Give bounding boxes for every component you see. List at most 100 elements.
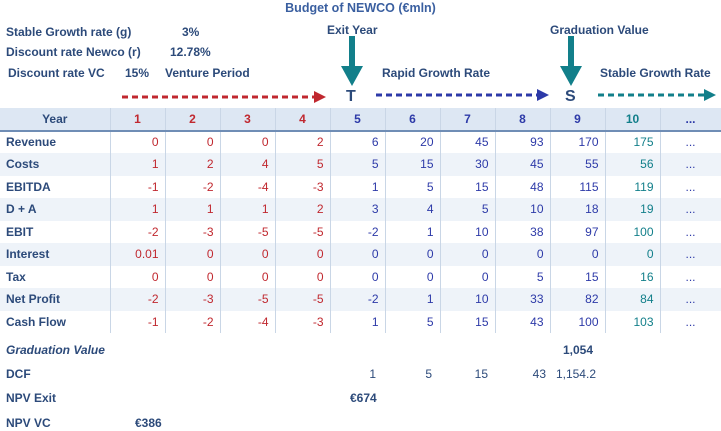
row-label: Tax xyxy=(0,265,111,288)
table-cell: 15 xyxy=(550,265,606,288)
exit-year-label: Exit Year xyxy=(327,23,378,37)
table-cell: 0 xyxy=(220,130,276,153)
dcf-value: 1,154.2 xyxy=(555,367,596,381)
year-1: 1 xyxy=(110,108,166,132)
table-cell: 0 xyxy=(165,130,221,153)
graduation-value-label: Graduation Value xyxy=(550,23,649,37)
venture-period-label: Venture Period xyxy=(165,66,250,80)
table-cell: -3 xyxy=(165,288,221,311)
table-cell: -4 xyxy=(220,175,276,198)
table-cell: -5 xyxy=(275,220,331,243)
table-cell: 0 xyxy=(440,265,496,288)
table-cell: ... xyxy=(660,130,721,153)
table-cell: 100 xyxy=(550,310,606,333)
stable-growth-label: Stable Growth rate (g) xyxy=(6,25,132,39)
table-cell: 115 xyxy=(550,175,606,198)
table-cell: 1 xyxy=(220,198,276,221)
table-cell: 0 xyxy=(165,243,221,266)
table-cell: ... xyxy=(660,243,721,266)
graduation-value-row-label: Graduation Value xyxy=(6,343,105,357)
dcf-value: 43 xyxy=(532,367,546,381)
stable-growth-stage-label: Stable Growth Rate xyxy=(600,66,711,80)
table-cell: 3 xyxy=(330,198,386,221)
row-label: EBIT xyxy=(0,220,111,243)
table-cell: 1 xyxy=(165,198,221,221)
table-cell: 55 xyxy=(550,153,606,176)
table-cell: 15 xyxy=(385,153,441,176)
table-cell: -1 xyxy=(110,175,166,198)
table-cell: 2 xyxy=(165,153,221,176)
table-cell: 45 xyxy=(495,153,551,176)
table-cell: 82 xyxy=(550,288,606,311)
table-cell: 0 xyxy=(440,243,496,266)
discount-newco-label: Discount rate Newco (r) xyxy=(6,45,141,59)
year-6: 6 xyxy=(385,108,441,132)
graduation-value-amount: 1,054 xyxy=(563,343,594,357)
table-row: Tax 0 0 0 0 0 0 0 5 15 16... xyxy=(0,265,721,288)
table-cell: 0 xyxy=(110,130,166,153)
table-cell: 10 xyxy=(495,198,551,221)
table-cell: -2 xyxy=(165,310,221,333)
table-row: Interest 0.01 0 0 0 0 0 0 0 0 0... xyxy=(0,243,721,266)
table-cell: -1 xyxy=(110,310,166,333)
year-8: 8 xyxy=(495,108,551,132)
year-7: 7 xyxy=(440,108,496,132)
table-cell: -4 xyxy=(220,310,276,333)
dcf-value: 1 xyxy=(369,367,376,381)
table-cell: 43 xyxy=(495,310,551,333)
table-cell: 0 xyxy=(385,265,441,288)
table-cell: 1 xyxy=(385,288,441,311)
table-cell: 0 xyxy=(330,243,386,266)
t-marker: T xyxy=(346,88,356,105)
row-label: Costs xyxy=(0,153,111,176)
npv-exit-value: €674 xyxy=(350,391,377,405)
row-label: Interest xyxy=(0,243,111,266)
s-marker: S xyxy=(565,88,576,105)
page-title: Budget of NEWCO (€mln) xyxy=(285,1,436,15)
table-cell: 5 xyxy=(385,310,441,333)
table-cell: 45 xyxy=(440,130,496,153)
table-cell: 1 xyxy=(110,198,166,221)
table-cell: 10 xyxy=(440,288,496,311)
table-cell: -2 xyxy=(330,288,386,311)
table-cell: 33 xyxy=(495,288,551,311)
table-cell: 175 xyxy=(605,130,661,153)
graduation-value-arrow-icon xyxy=(560,36,582,86)
row-label: Cash Flow xyxy=(0,310,111,333)
table-cell: 16 xyxy=(605,265,661,288)
table-cell: 1 xyxy=(330,310,386,333)
table-cell: ... xyxy=(660,265,721,288)
table-cell: 15 xyxy=(440,310,496,333)
year-2: 2 xyxy=(165,108,221,132)
table-cell: 4 xyxy=(220,153,276,176)
table-row: D + A 1 1 1 2 3 4 5 10 18 19... xyxy=(0,198,721,221)
table-cell: ... xyxy=(660,220,721,243)
table-cell: ... xyxy=(660,310,721,333)
year-5: 5 xyxy=(330,108,386,132)
table-cell: 0 xyxy=(385,243,441,266)
table-cell: 0 xyxy=(495,243,551,266)
dcf-label: DCF xyxy=(6,367,31,381)
year-3: 3 xyxy=(220,108,276,132)
table-cell: 5 xyxy=(385,175,441,198)
year-header: Year xyxy=(0,108,111,132)
rapid-growth-arrow-icon xyxy=(376,89,549,101)
table-row: Costs 1 2 4 5 5 15 30 45 55 56... xyxy=(0,153,721,176)
npv-vc-label: NPV VC xyxy=(6,416,51,430)
table-row: Revenue 0 0 0 2 6 20 45 93 170 175... xyxy=(0,130,721,153)
table-cell: -2 xyxy=(165,175,221,198)
table-cell: 0 xyxy=(165,265,221,288)
table-cell: -2 xyxy=(110,288,166,311)
table-cell: 103 xyxy=(605,310,661,333)
table-cell: 38 xyxy=(495,220,551,243)
dcf-value: 15 xyxy=(474,367,488,381)
table-cell: -2 xyxy=(330,220,386,243)
table-cell: 56 xyxy=(605,153,661,176)
table-cell: 0.01 xyxy=(110,243,166,266)
table-cell: 119 xyxy=(605,175,661,198)
table-cell: 1 xyxy=(385,220,441,243)
table-cell: -5 xyxy=(220,220,276,243)
table-cell: -3 xyxy=(165,220,221,243)
table-cell: 0 xyxy=(275,243,331,266)
venture-period-arrow-icon xyxy=(122,91,326,103)
